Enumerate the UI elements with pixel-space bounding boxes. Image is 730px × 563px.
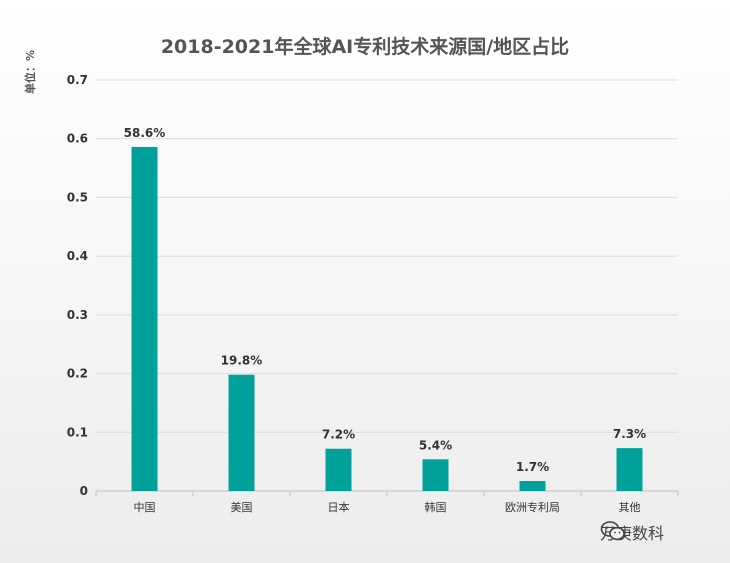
- watermark: 万庚数科: [600, 520, 664, 544]
- bar-data-label: 7.3%: [613, 427, 646, 441]
- x-category-label: 日本: [328, 500, 350, 514]
- x-category-label: 韩国: [425, 500, 447, 514]
- bar-data-label: 5.4%: [419, 438, 452, 452]
- wechat-icon: [600, 521, 625, 541]
- y-tick-label: 0.1: [67, 425, 88, 439]
- bar: [131, 146, 158, 492]
- chart-title: 2018-2021年全球AI专利技术来源国/地区占比: [160, 36, 570, 58]
- y-tick-label: 0.4: [67, 249, 88, 263]
- x-category-label: 中国: [134, 501, 156, 514]
- bar-data-label: 7.2%: [322, 428, 355, 442]
- x-category-label: 美国: [231, 501, 253, 514]
- y-tick-label: 0.2: [67, 367, 88, 381]
- y-tick-label: 0.6: [67, 132, 88, 146]
- bar: [616, 448, 643, 491]
- bar-data-label: 58.6%: [124, 126, 166, 140]
- bar: [519, 481, 546, 491]
- bar-data-label: 19.8%: [221, 354, 263, 368]
- bar-data-label: 1.7%: [516, 460, 549, 474]
- bar: [228, 374, 255, 491]
- y-tick-label: 0: [80, 484, 88, 498]
- bar: [422, 459, 449, 491]
- x-category-label: 欧洲专利局: [505, 500, 560, 514]
- y-tick-label: 0.5: [67, 190, 88, 204]
- y-tick-label: 0.3: [67, 308, 88, 322]
- x-category-label: 其他: [619, 501, 641, 514]
- y-tick-label: 0.7: [67, 73, 88, 87]
- bar: [325, 448, 352, 491]
